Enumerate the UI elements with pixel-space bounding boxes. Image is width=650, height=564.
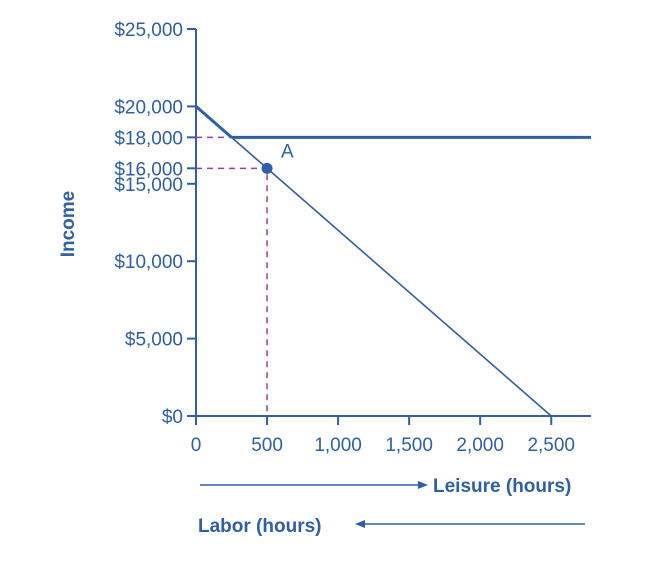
leisure-arrowhead-icon <box>418 481 428 489</box>
guide-line <box>196 167 268 416</box>
y-tick-label: $18,000 <box>114 128 183 149</box>
x-tick-label: 1,000 <box>314 435 362 456</box>
point-a <box>261 162 273 174</box>
x-tick-label: 2,000 <box>456 435 504 456</box>
x-tick-label: 500 <box>251 435 283 456</box>
y-tick-label: $15,000 <box>114 175 183 196</box>
y-tick-label: $10,000 <box>114 252 183 273</box>
y-tick-label: $0 <box>162 407 183 428</box>
labor-arrowhead-icon <box>355 520 365 528</box>
y-tick-label: $16,000 <box>114 159 183 180</box>
y-tick-label: $20,000 <box>114 97 183 118</box>
point-a-label: A <box>281 141 294 162</box>
y-axis-label: Income <box>58 191 79 258</box>
y-tick-label: $25,000 <box>114 20 183 41</box>
budget-line <box>230 136 552 417</box>
x-tick-label: 2,500 <box>527 435 575 456</box>
y-tick-label: $5,000 <box>125 330 183 351</box>
x-tick-label: 0 <box>191 435 202 456</box>
x-axis-label: Leisure (hours) <box>433 476 571 497</box>
x-axis-label-reverse: Labor (hours) <box>198 516 322 537</box>
budget-line-upper <box>195 105 233 139</box>
x-tick-label: 1,500 <box>385 435 433 456</box>
